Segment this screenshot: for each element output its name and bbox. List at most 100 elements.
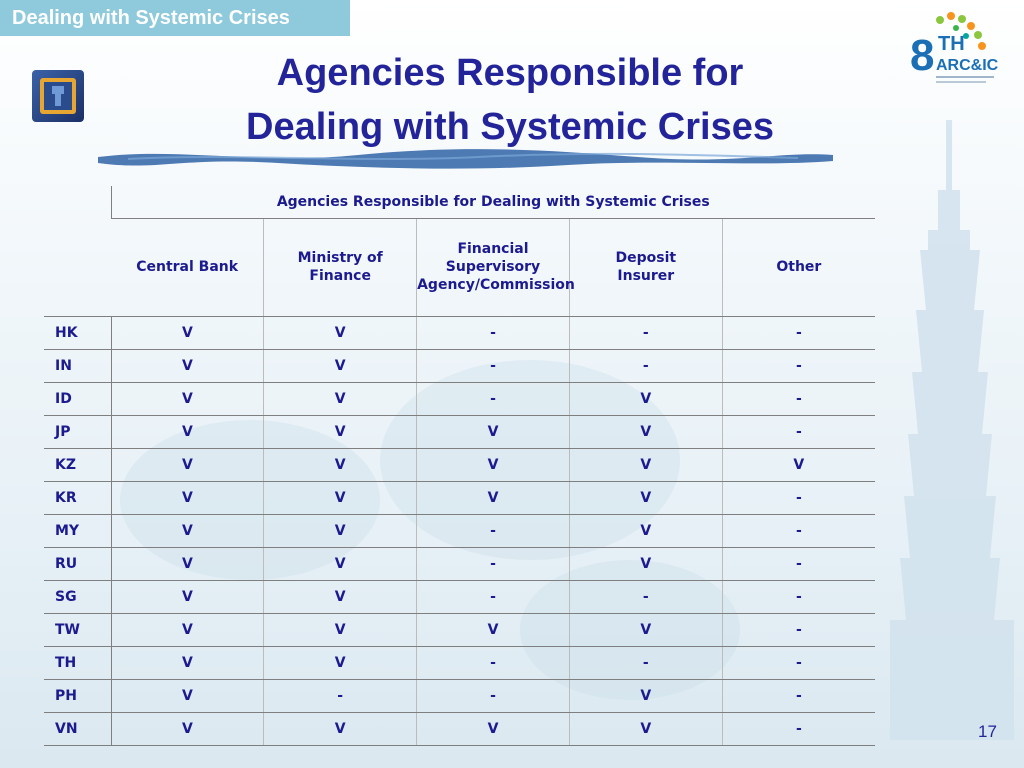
table-cell: V [263,646,417,680]
table-cell: V [568,679,723,713]
table-row: IN V V - - - [44,349,875,383]
table-cell: - [568,349,723,383]
table-cell: V [110,646,264,680]
table-cell: - [568,580,723,614]
row-label: TW [44,613,111,647]
table-cell: V [263,712,417,746]
table-cell: V [263,382,417,416]
table-cell: - [263,679,417,713]
table-row: RU V V - V - [44,547,875,581]
table-cell: - [721,349,875,383]
table-cell: - [721,481,875,515]
table-caption: Agencies Responsible for Dealing with Sy… [110,186,875,219]
table-cell: - [721,382,875,416]
row-label: KZ [44,448,111,482]
table-cell: V [416,415,570,449]
table-cell: - [721,514,875,548]
column-header-line: Agency/Commission [417,277,575,293]
table-cell: - [721,712,875,746]
table-cell: V [568,448,723,482]
tower-silhouette [890,120,1014,740]
table-cell: - [721,415,875,449]
section-tab: Dealing with Systemic Crises [0,0,350,36]
table-cell: V [263,415,417,449]
arcic-logo-icon: 8 TH ARC&IC [910,12,999,83]
table-cell: V [263,580,417,614]
column-header-line: Finance [309,268,371,284]
table-body: HK V V - - - IN V V - - - ID V V - V - JP V V V V - KZ V V V V V KR V V V… [44,316,875,746]
table-row: TH V V - - - [44,646,875,680]
table-row: MY V V - V - [44,514,875,548]
table-cell: V [110,613,264,647]
table-cell: V [568,481,723,515]
table-cell: V [110,514,264,548]
table-cell: V [416,481,570,515]
table-cell: - [416,382,570,416]
title-line-2: Dealing with Systemic Crises [246,106,774,148]
table-cell: V [110,448,264,482]
table-row: VN V V V V - [44,712,875,746]
table-cell: - [568,316,723,350]
table-cell: - [416,580,570,614]
column-header-line: Central Bank [136,259,239,275]
title-line-1: Agencies Responsible for [276,52,744,94]
table-cell: - [416,679,570,713]
logo-number: 8 [910,31,934,80]
table-cell: V [110,415,264,449]
table-cell: V [568,547,723,581]
row-label: VN [44,712,111,746]
logo-superscript: TH [938,33,965,55]
table-cell: - [416,349,570,383]
column-header: Financial Supervisory Agency/Commission [416,218,575,317]
table-cell: - [721,646,875,680]
table-cell: V [110,547,264,581]
row-label: SG [44,580,111,614]
column-header-line: Financial Supervisory [445,241,541,275]
table-row: PH V - - V - [44,679,875,713]
table-cell: V [416,712,570,746]
table-cell: - [721,580,875,614]
organization-logo-icon [32,70,84,122]
column-header-line: Ministry of [297,250,383,266]
column-header-line: Other [776,259,822,275]
table-cell: V [721,448,875,482]
table-cell: V [568,712,723,746]
table-cell: V [416,613,570,647]
table-cell: V [263,349,417,383]
column-header: Other [721,218,875,317]
table-cell: - [721,679,875,713]
row-label: ID [44,382,111,416]
table-cell: V [110,382,264,416]
table-cell: - [416,514,570,548]
column-header-line: Deposit [615,250,677,266]
table-cell: - [416,547,570,581]
row-label: RU [44,547,111,581]
table-cell: - [721,547,875,581]
page-number: 17 [978,722,997,741]
table-cell: - [416,316,570,350]
table-cell: V [568,613,723,647]
column-header-row: Central Bank Ministry of Finance Financial … [44,218,875,317]
brush-stroke-divider [98,149,833,169]
table-row: JP V V V V - [44,415,875,449]
table-cell: V [263,448,417,482]
slide-title: Agencies Responsible for Dealing with Sy… [150,46,870,154]
table-cell: V [263,514,417,548]
agencies-table: Agencies Responsible for Dealing with Sy… [44,186,875,746]
row-label: JP [44,415,111,449]
table-row: HK V V - - - [44,316,875,350]
table-cell: V [263,613,417,647]
table-cell: V [110,481,264,515]
table-cell: V [110,349,264,383]
table-cell: V [263,316,417,350]
row-label: PH [44,679,111,713]
table-cell: V [416,448,570,482]
row-label: TH [44,646,111,680]
table-cell: - [568,646,723,680]
row-label: IN [44,349,111,383]
column-header: Deposit Insurer [568,218,723,317]
row-label: HK [44,316,111,350]
table-cell: V [110,316,264,350]
table-row: KR V V V V - [44,481,875,515]
table-cell: V [110,712,264,746]
